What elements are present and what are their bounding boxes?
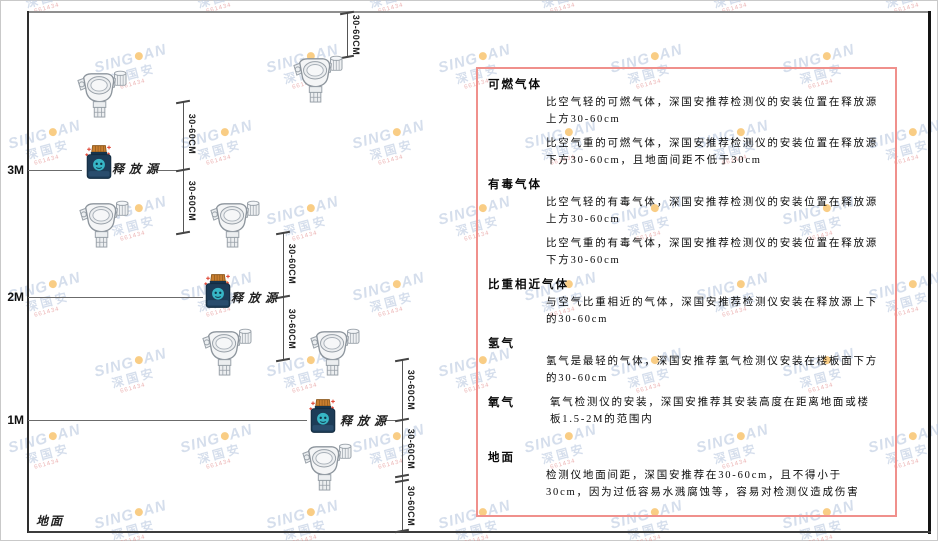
brand-dot-icon bbox=[47, 279, 58, 290]
brand-dot-icon bbox=[305, 203, 316, 214]
right-wall-line bbox=[928, 11, 931, 534]
brand-dot-icon bbox=[219, 127, 230, 138]
gas-detector-icon-below-3m bbox=[74, 198, 132, 248]
section-paragraph: 比空气轻的有毒气体，深国安推荐检测仪的安装位置在释放源上方30-60cm bbox=[546, 197, 879, 225]
section-ground: 地面 检测仪地面间距，深国安推荐在30-60cm，且不得小于30cm，因为过低容… bbox=[488, 449, 883, 501]
level-line-2m bbox=[28, 297, 203, 298]
section-paragraph: 比空气重的可燃气体，深国安推荐检测仪的安装位置在释放源下方30-60cm，且地面… bbox=[546, 138, 879, 166]
release-source-label-3m: 释放源 bbox=[112, 162, 164, 176]
brand-dot-icon bbox=[821, 51, 832, 62]
brand-dot-icon bbox=[133, 203, 144, 214]
dim-label-ground-gap: 30-60CM bbox=[406, 485, 416, 527]
dim-label-3m-below: 30-60CM bbox=[187, 180, 197, 222]
ground-label: 地面 bbox=[36, 514, 65, 528]
brand-dot-icon bbox=[391, 127, 402, 138]
section-heading: 地面 bbox=[488, 452, 515, 464]
level-line-1m bbox=[28, 420, 307, 421]
axis-label-3m: 3M bbox=[7, 163, 24, 177]
dim-line-ceiling bbox=[347, 12, 348, 57]
release-source-icon-1m bbox=[303, 397, 343, 435]
brand-dot-icon bbox=[133, 51, 144, 62]
connector-3m bbox=[157, 170, 183, 171]
brand-dot-icon bbox=[391, 279, 402, 290]
dim-label-1m-above: 30-60CM bbox=[406, 369, 416, 411]
dim-line-1m bbox=[402, 360, 403, 531]
section-combustible: 可燃气体 比空气轻的可燃气体，深国安推荐检测仪的安装位置在释放源上方30-60c… bbox=[488, 76, 883, 169]
gas-detector-icon-above-3m bbox=[72, 68, 130, 118]
brand-dot-icon bbox=[133, 355, 144, 366]
info-panel: 可燃气体 比空气轻的可燃气体，深国安推荐检测仪的安装位置在释放源上方30-60c… bbox=[476, 67, 897, 517]
brand-dot-icon bbox=[47, 127, 58, 138]
dim-tick bbox=[175, 230, 191, 236]
ground-line bbox=[28, 531, 931, 533]
section-heading: 氧气 bbox=[488, 397, 515, 409]
brand-dot-icon bbox=[305, 507, 316, 518]
section-heading: 可燃气体 bbox=[488, 79, 542, 91]
section-paragraph: 氧气检测仪的安装，深国安推荐其安装高度在距离地面或楼板1.5-2M的范围内 bbox=[550, 397, 870, 425]
section-hydrogen: 氢气 氢气是最轻的气体，深国安推荐氢气检测仪安装在楼板面下方的30-60cm bbox=[488, 335, 883, 387]
dim-label-2m-below: 30-60CM bbox=[287, 308, 297, 350]
release-source-label-1m: 释放源 bbox=[340, 414, 392, 428]
release-source-label-2m: 释放源 bbox=[231, 291, 283, 305]
left-wall-line bbox=[27, 11, 29, 533]
section-heading: 比重相近气体 bbox=[488, 279, 569, 291]
brand-dot-icon bbox=[391, 431, 402, 442]
section-oxygen: 氧气 氧气检测仪的安装，深国安推荐其安装高度在距离地面或楼板1.5-2M的范围内 bbox=[488, 394, 883, 435]
brand-dot-icon bbox=[219, 431, 230, 442]
gas-detector-icon-ceiling bbox=[288, 53, 346, 103]
brand-dot-icon bbox=[907, 431, 918, 442]
section-paragraph: 比空气重的有毒气体，深国安推荐检测仪的安装位置在释放源下方30-60cm bbox=[546, 238, 879, 266]
brand-dot-icon bbox=[47, 431, 58, 442]
dim-label-ceiling: 30-60CM bbox=[351, 14, 361, 56]
section-paragraph: 氢气是最轻的气体，深国安推荐氢气检测仪安装在楼板面下方的30-60cm bbox=[546, 356, 879, 384]
dim-label-3m-above: 30-60CM bbox=[187, 113, 197, 155]
section-heading: 氢气 bbox=[488, 338, 515, 350]
connector-1m bbox=[385, 420, 402, 421]
dim-label-1m-below: 30-60CM bbox=[406, 428, 416, 470]
gas-detector-icon-below-1m bbox=[297, 441, 355, 491]
section-paragraph: 检测仪地面间距，深国安推荐在30-60cm，且不得小于30cm，因为过低容易水溅… bbox=[546, 470, 860, 498]
section-heading: 有毒气体 bbox=[488, 179, 542, 191]
brand-dot-icon bbox=[477, 51, 488, 62]
level-line-3m bbox=[28, 170, 82, 171]
brand-dot-icon bbox=[649, 51, 660, 62]
axis-label-1m: 1M bbox=[7, 413, 24, 427]
brand-dot-icon bbox=[907, 127, 918, 138]
brand-dot-icon bbox=[133, 507, 144, 518]
gas-detector-icon-above-2m bbox=[205, 198, 263, 248]
section-toxic: 有毒气体 比空气轻的有毒气体，深国安推荐检测仪的安装位置在释放源上方30-60c… bbox=[488, 176, 883, 269]
dim-line-3m bbox=[183, 102, 184, 233]
dim-tick bbox=[275, 357, 291, 363]
gas-detector-icon-below-2m bbox=[197, 326, 255, 376]
section-similar-density: 比重相近气体 与空气比重相近的气体，深国安推荐检测仪安装在释放源上下的30-60… bbox=[488, 276, 883, 328]
brand-dot-icon bbox=[907, 279, 918, 290]
section-paragraph: 比空气轻的可燃气体，深国安推荐检测仪的安装位置在释放源上方30-60cm bbox=[546, 97, 879, 125]
section-paragraph: 与空气比重相近的气体，深国安推荐检测仪安装在释放源上下的30-60cm bbox=[546, 297, 879, 325]
dim-label-2m-above: 30-60CM bbox=[287, 243, 297, 285]
gas-detector-icon-below-2m-right bbox=[305, 326, 363, 376]
axis-label-2m: 2M bbox=[7, 290, 24, 304]
ceiling-line bbox=[28, 11, 930, 13]
